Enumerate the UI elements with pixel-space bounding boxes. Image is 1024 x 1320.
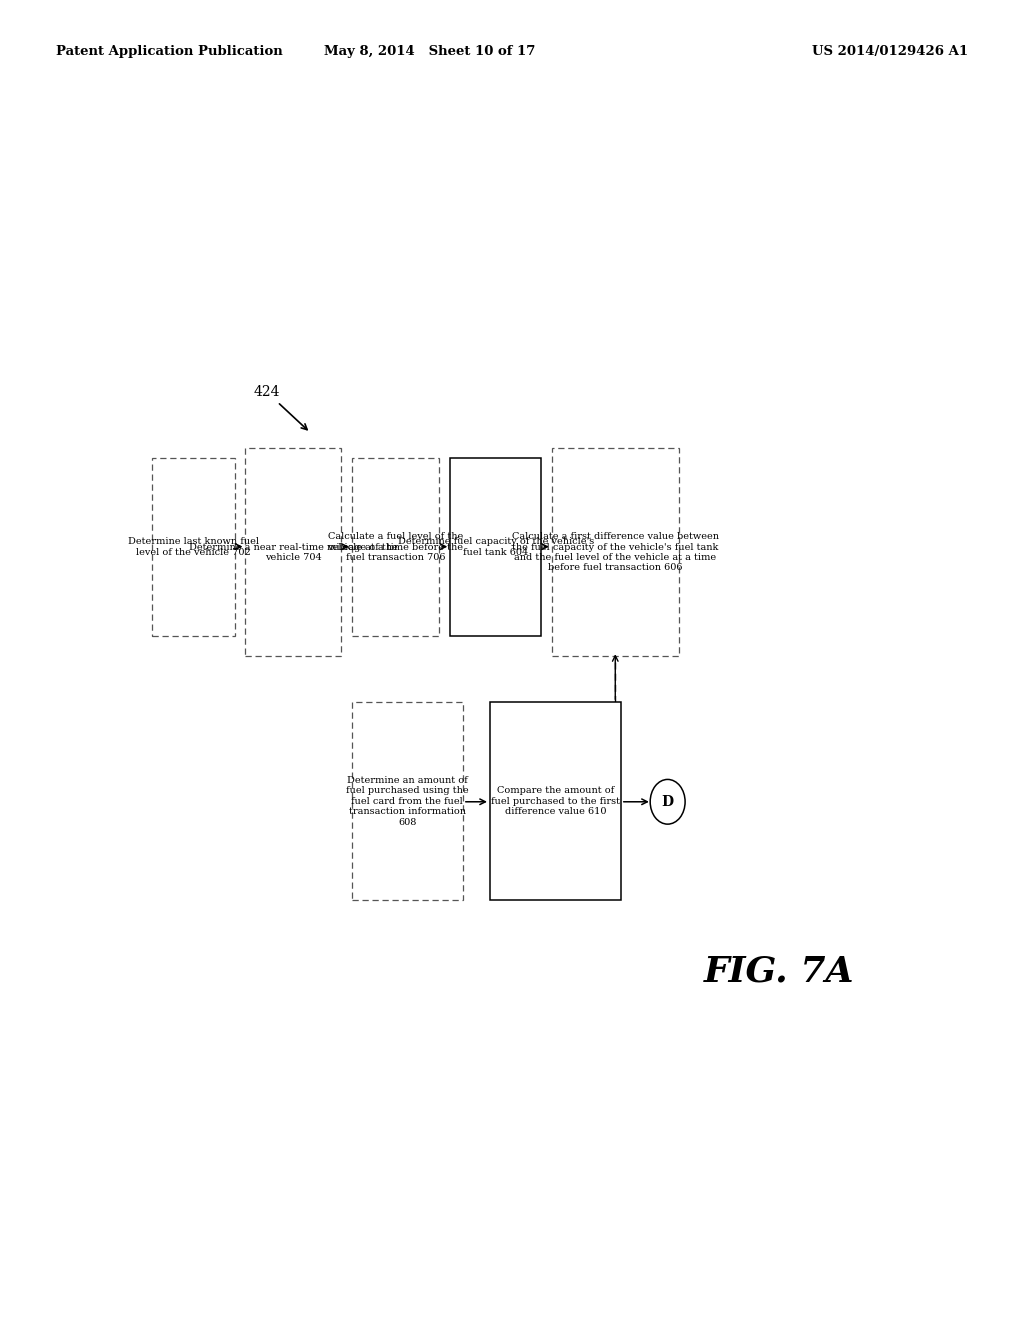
Text: Calculate a first difference value between
the fuel capacity of the vehicle's fu: Calculate a first difference value betwe…	[512, 532, 719, 573]
Bar	[152, 458, 236, 636]
Text: D: D	[662, 795, 674, 809]
Bar	[552, 447, 679, 656]
Bar	[352, 702, 463, 900]
Text: FIG. 7A: FIG. 7A	[703, 954, 854, 989]
Text: Determine fuel capacity of the vehicle's
fuel tank 604: Determine fuel capacity of the vehicle's…	[397, 537, 594, 557]
Text: Calculate a fuel level of the
vehicle at a time before the
fuel transaction 706: Calculate a fuel level of the vehicle at…	[328, 532, 464, 562]
Bar	[451, 458, 542, 636]
Bar	[489, 702, 621, 900]
Text: Determine a near real-time mileage of the
vehicle 704: Determine a near real-time mileage of th…	[188, 543, 397, 562]
Text: Determine last known fuel
level of the vehicle 702: Determine last known fuel level of the v…	[128, 537, 259, 557]
Text: Determine an amount of
fuel purchased using the
fuel card from the fuel
transact: Determine an amount of fuel purchased us…	[346, 776, 469, 826]
Bar	[246, 447, 341, 656]
Text: US 2014/0129426 A1: US 2014/0129426 A1	[812, 45, 968, 58]
Bar	[352, 458, 439, 636]
Text: Compare the amount of
fuel purchased to the first
difference value 610: Compare the amount of fuel purchased to …	[490, 787, 620, 816]
Text: May 8, 2014   Sheet 10 of 17: May 8, 2014 Sheet 10 of 17	[325, 45, 536, 58]
Text: 424: 424	[254, 385, 307, 430]
Text: Patent Application Publication: Patent Application Publication	[56, 45, 283, 58]
